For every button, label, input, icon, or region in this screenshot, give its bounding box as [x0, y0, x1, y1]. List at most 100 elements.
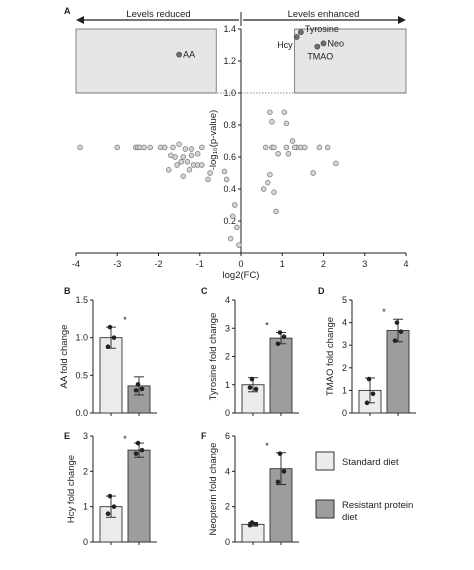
y-tick-label: 0: [342, 408, 347, 418]
x-tick-label: 3: [362, 259, 367, 269]
x-tick-label: -2: [154, 259, 162, 269]
legend-swatch-resistant-protein-diet: [315, 499, 335, 519]
bar-chart-e: E 0 1 2 3 Hcy fold change *: [64, 431, 157, 547]
data-point: [77, 144, 83, 151]
data-point: [114, 144, 120, 151]
data-point: [267, 171, 273, 178]
y-axis-label: TMAO fold change: [325, 317, 336, 396]
data-point: [275, 151, 281, 157]
replicate-point: [247, 522, 253, 528]
replicate-point: [247, 385, 253, 390]
y-tick-label: 1.2: [223, 56, 236, 66]
legend-swatch-standard-diet: [315, 451, 335, 471]
bar-standard-diet: [99, 337, 123, 414]
y-axis-label: -log₁₀(p-value): [208, 110, 219, 170]
highlighted-point-tmao: [314, 43, 321, 50]
replicate-point: [139, 447, 145, 453]
data-point: [223, 176, 230, 183]
arrow-enhanced-head: [398, 16, 406, 24]
data-point: [267, 109, 273, 115]
legend-label-line-1: Resistant protein: [342, 500, 413, 511]
legend-label-resistant-protein-diet: Resistant protein diet: [342, 500, 413, 523]
point-label-hcy: Hcy: [277, 40, 293, 50]
x-tick-label: 2: [321, 259, 326, 269]
data-point: [205, 176, 211, 183]
replicate-point: [398, 329, 404, 334]
replicate-point: [394, 320, 400, 325]
highlighted-point-hcy: [293, 34, 300, 40]
data-point: [265, 179, 271, 186]
y-tick-label: 2: [83, 466, 88, 476]
data-point: [271, 189, 277, 195]
replicate-point: [392, 338, 398, 343]
data-point: [199, 144, 205, 151]
y-axis-label: AA fold change: [59, 325, 70, 389]
replicate-point: [277, 330, 283, 335]
bar-chart-d: D 0 1 2 3 4 5 TMAO fold change *: [318, 286, 416, 418]
data-point: [188, 152, 195, 159]
arrow-reduced-head: [76, 16, 84, 24]
replicate-point: [281, 469, 287, 474]
bar-resistant-protein-diet: [386, 330, 410, 414]
data-point: [271, 144, 277, 151]
y-tick-label: 0.0: [75, 408, 88, 418]
y-tick-label: 1: [83, 502, 88, 512]
replicate-point: [366, 376, 372, 382]
y-axis-label: Neopterin fold change: [208, 443, 219, 536]
data-point: [302, 144, 308, 151]
data-point: [236, 242, 242, 248]
data-point: [281, 109, 288, 115]
data-point: [182, 146, 189, 152]
point-label-aa: AA: [183, 50, 195, 60]
y-tick-label: 2: [225, 352, 230, 362]
data-point: [170, 144, 176, 151]
data-point: [178, 159, 184, 165]
bar-chart-c: C 0 1 2 3 4 Tyrosine fold change *: [201, 286, 299, 418]
significance-marker: *: [123, 315, 127, 326]
y-tick-label: 4: [342, 318, 347, 328]
replicate-point: [364, 400, 370, 406]
replicate-point: [370, 391, 376, 397]
y-tick-label: 0: [83, 537, 88, 547]
y-tick-label: 1: [225, 380, 230, 390]
y-tick-label: 2: [342, 363, 347, 373]
y-tick-label: 6: [225, 431, 230, 441]
y-tick-label: 1: [342, 385, 347, 395]
data-point: [234, 224, 240, 231]
label-levels-reduced: Levels reduced: [126, 9, 190, 20]
replicate-point: [253, 522, 259, 527]
replicate-point: [275, 341, 281, 347]
replicate-point: [133, 451, 139, 456]
bar-resistant-protein-diet: [269, 337, 293, 414]
replicate-point: [107, 324, 113, 330]
data-point: [285, 151, 292, 157]
data-point: [291, 144, 298, 151]
panel-label-a: A: [64, 6, 71, 16]
y-tick-label: 0: [225, 408, 230, 418]
y-tick-label: 1.5: [75, 295, 88, 305]
replicate-point: [111, 335, 117, 340]
data-point: [273, 208, 279, 215]
replicate-point: [105, 344, 111, 350]
replicate-point: [253, 386, 259, 392]
data-point: [333, 160, 339, 167]
data-point: [289, 138, 296, 144]
y-tick-label: 3: [83, 431, 88, 441]
data-point: [188, 146, 195, 152]
data-point: [316, 144, 323, 151]
replicate-point: [135, 440, 141, 446]
data-point: [221, 168, 228, 175]
significance-marker: *: [265, 441, 269, 452]
data-point: [260, 186, 267, 192]
replicate-point: [133, 388, 139, 393]
data-point: [207, 170, 213, 176]
highlighted-point-aa: [176, 51, 183, 58]
data-point: [180, 173, 187, 179]
legend-label-standard-diet: Standard diet: [342, 457, 399, 468]
replicate-point: [111, 504, 117, 509]
significance-marker: *: [382, 307, 386, 318]
replicate-point: [105, 511, 111, 517]
data-point: [232, 202, 238, 208]
significance-marker: *: [123, 434, 127, 445]
